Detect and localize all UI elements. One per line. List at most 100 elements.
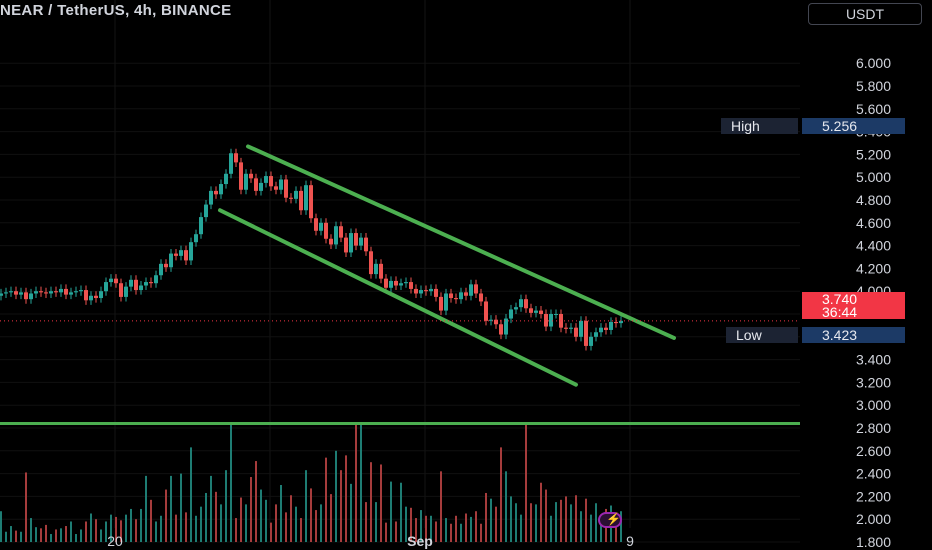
volume-bar [585,498,587,542]
candle-body [529,308,533,313]
candle-body [374,263,378,275]
candle-body [499,324,503,335]
candle-body [544,314,548,327]
candle-body [359,237,363,246]
candle-body [294,190,298,199]
volume-bar [90,513,92,542]
candle-body [219,184,223,195]
volume-bar [595,503,597,542]
volume-bar [360,423,362,542]
volume-bar [275,504,277,542]
volume-bar [125,514,127,542]
volume-bar [260,489,262,542]
volume-bar [505,471,507,542]
time-axis: 20 Sep 9 [107,533,634,549]
y-tick-label: 5.200 [856,146,891,162]
volume-bar [565,496,567,542]
volume-bar [380,464,382,542]
candle-body [199,217,203,235]
volume-bar [510,496,512,542]
volume-bar [555,502,557,542]
volume-bar [270,522,272,542]
candle-body [84,290,88,301]
y-tick-label: 4.400 [856,238,891,254]
candle-body [604,327,608,330]
y-tick-label: 5.000 [856,169,891,185]
candle-body [234,153,238,163]
volume-bar [210,475,212,542]
y-tick-label: 4.200 [856,260,891,276]
volume-bar [410,507,412,542]
candle-body [64,288,68,295]
volume-bar [540,482,542,542]
candle-body [449,293,453,299]
volume-bar [55,529,57,542]
volume-bar [155,521,157,542]
volume-bar [345,455,347,542]
candle-body [129,279,133,287]
candle-body [264,176,268,183]
candle-body [394,280,398,286]
candle-body [489,319,493,321]
volume-bar [310,488,312,542]
candle-body [404,282,408,284]
candle-body [574,327,578,337]
volume-bar [430,515,432,542]
volume-bar [435,521,437,542]
candle-body [34,291,38,294]
volume-bar [120,520,122,542]
candle-body [454,298,458,300]
candle-body [179,250,183,256]
candle-body [269,176,273,187]
candle-body [494,319,498,325]
candle-body [519,299,523,308]
volume-bar [85,521,87,542]
y-tick-label: 5.600 [856,101,891,117]
candle-body [69,292,73,295]
candle-body [354,233,358,246]
volume-bar [485,492,487,542]
candle-body [389,280,393,288]
candle-body [299,190,303,211]
candle-body [614,321,618,324]
volume-bar [500,447,502,542]
candle-body [609,321,613,330]
lightning-icon[interactable]: ⚡ [598,512,622,528]
candle-body [49,291,53,294]
y-tick-label: 1.800 [856,534,891,550]
volume-bar [175,514,177,542]
low-label: Low [726,327,798,343]
y-tick-label: 6.000 [856,55,891,71]
candle-body [249,173,253,179]
candle-body [164,263,168,268]
volume-bar [460,523,462,542]
volume-bar [215,491,217,542]
candle-body [319,222,323,231]
candle-body [279,179,283,190]
bar-countdown: 36:44 [822,304,858,320]
candle-body [159,263,163,276]
candle-body [184,250,188,261]
volume-bar [475,511,477,542]
volume-bar [50,534,52,542]
candle-body [224,173,228,185]
currency-button[interactable]: USDT [808,3,922,25]
volume-bar [240,497,242,542]
candle-body [9,291,13,293]
candle-body [304,185,308,211]
volume-bar [40,528,42,542]
volume-bar [10,526,12,542]
volume-bar [470,516,472,542]
volume-bar [290,495,292,542]
candle-body [19,292,23,295]
candle-body [619,320,623,324]
volume-bar [200,506,202,542]
volume-bar [0,511,2,542]
candle-body [484,301,488,321]
candle-body [514,307,518,310]
volume-bar [35,527,37,542]
volume-bar [5,531,7,542]
candle-body [239,162,243,190]
volume-bar [450,523,452,542]
